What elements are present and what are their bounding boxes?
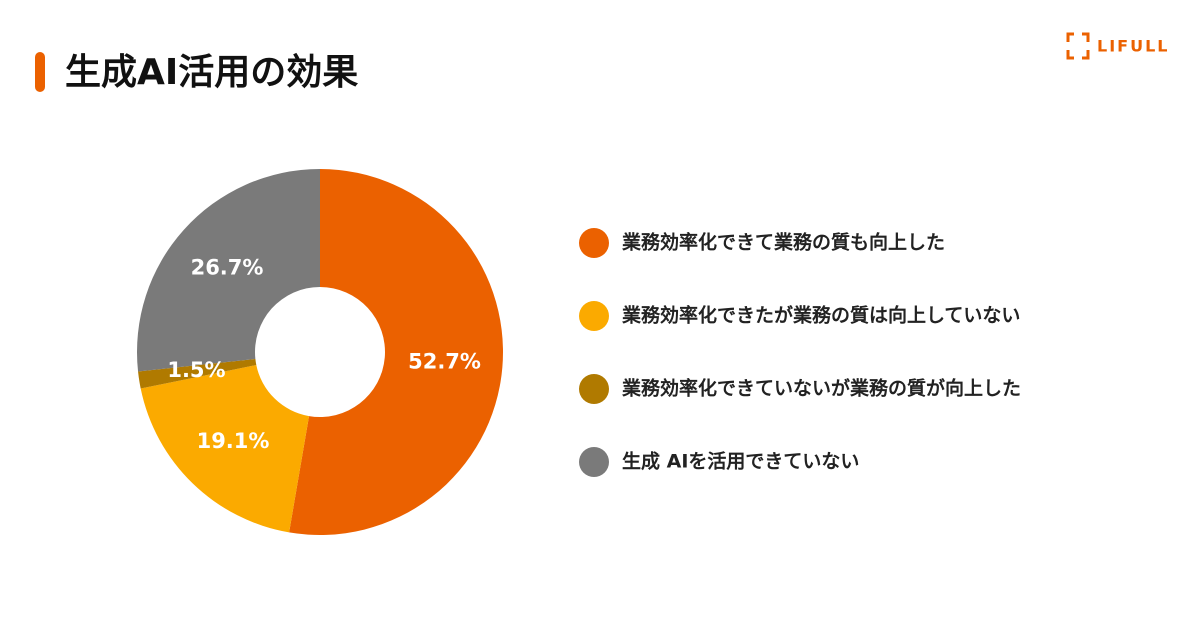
legend-label: 生成 AIを活用できていない bbox=[622, 450, 859, 473]
legend-swatch bbox=[579, 301, 609, 331]
donut-segment bbox=[289, 169, 503, 535]
value-label: 26.7% bbox=[191, 255, 264, 279]
donut-segment bbox=[137, 169, 320, 372]
logo-icon bbox=[1066, 32, 1090, 60]
legend-swatch bbox=[579, 228, 609, 258]
legend-label: 業務効率化できていないが業務の質が向上した bbox=[621, 377, 1021, 400]
title-accent bbox=[35, 52, 45, 92]
logo-bracket bbox=[1066, 32, 1090, 60]
value-label: 19.1% bbox=[197, 429, 270, 453]
legend-label: 業務効率化できたが業務の質は向上していない bbox=[621, 304, 1020, 327]
logo-text: LIFULL bbox=[1097, 37, 1169, 56]
donut-segment bbox=[140, 364, 310, 533]
legend: 業務効率化できて業務の質も向上した業務効率化できたが業務の質は向上していない業務… bbox=[579, 228, 1021, 477]
value-label: 1.5% bbox=[167, 358, 225, 382]
legend-swatch bbox=[579, 447, 609, 477]
donut bbox=[137, 169, 503, 535]
donut-segment bbox=[138, 358, 257, 389]
chart-title: 生成AI活用の効果 bbox=[65, 52, 358, 93]
legend-label: 業務効率化できて業務の質も向上した bbox=[621, 231, 945, 254]
value-label: 52.7% bbox=[408, 350, 481, 374]
value-labels: 52.7% 19.1% 1.5% 26.7% bbox=[167, 255, 481, 452]
legend-swatch bbox=[579, 374, 609, 404]
